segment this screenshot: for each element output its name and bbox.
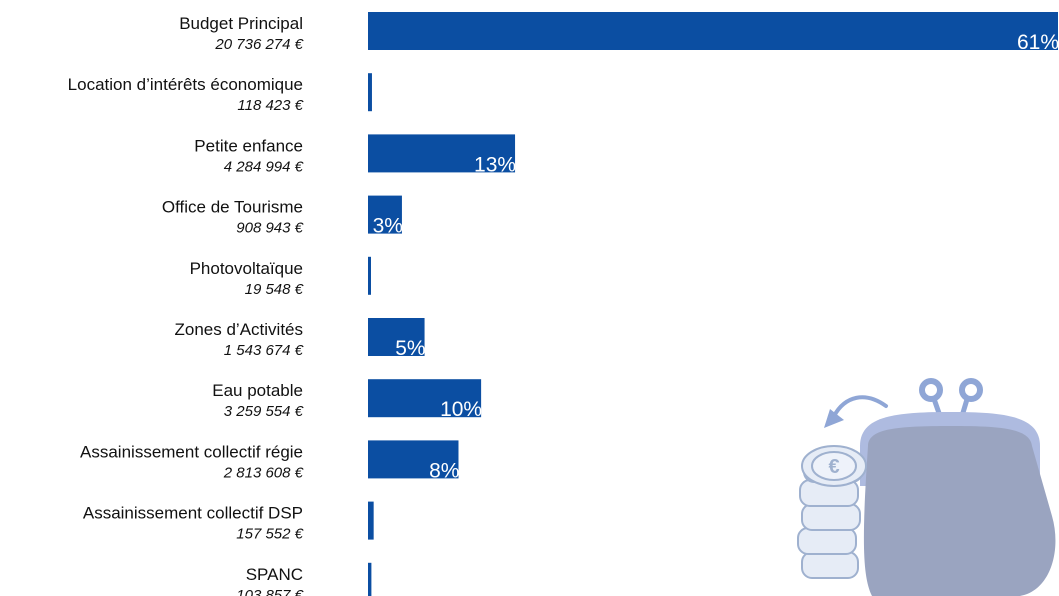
bar	[368, 73, 372, 112]
purse-body	[863, 426, 1056, 596]
data-label: 8%	[429, 459, 459, 482]
category-label: Photovoltaïque	[190, 259, 303, 278]
category-amount: 4 284 994 €	[224, 158, 304, 175]
category-label: Assainissement collectif DSP	[83, 504, 303, 523]
bars	[368, 12, 1058, 596]
category-label: Petite enfance	[194, 136, 303, 155]
category-label: Office de Tourisme	[162, 198, 303, 217]
category-amount: 118 423 €	[237, 97, 303, 114]
category-label: SPANC	[246, 565, 303, 584]
category-amount: 20 736 274 €	[214, 36, 303, 53]
category-amount: 908 943 €	[236, 220, 303, 237]
bar	[368, 134, 516, 173]
category-amount: 2 813 608 €	[223, 464, 304, 481]
coin-purse-icon: €	[797, 378, 1056, 596]
bar	[368, 562, 372, 596]
category-labels: Budget Principal 20 736 274 € Location d’i…	[68, 14, 304, 596]
coin-stack-icon	[797, 445, 867, 579]
arrow-head-icon	[824, 409, 844, 428]
category-label: Zones d’Activités	[175, 320, 304, 339]
bar	[368, 195, 402, 234]
data-label: 61%	[1017, 31, 1059, 54]
category-amount: 1 543 674 €	[224, 342, 304, 359]
category-amount: 157 552 €	[236, 526, 303, 543]
data-label: 10%	[440, 398, 482, 421]
category-amount: 19 548 €	[245, 281, 304, 298]
category-label: Eau potable	[212, 381, 303, 400]
data-labels: 61% 13% 3% 5% 10% 8%	[373, 31, 1059, 482]
bar	[368, 440, 459, 479]
category-amount: 103 857 €	[236, 587, 303, 596]
curved-arrow-icon	[832, 395, 888, 418]
category-label: Budget Principal	[179, 14, 303, 33]
category-label: Assainissement collectif régie	[80, 442, 303, 461]
bar	[368, 379, 482, 418]
category-label: Location d’intérêts économique	[68, 75, 303, 94]
data-label: 13%	[474, 153, 516, 176]
bar	[368, 318, 425, 356]
data-label: 5%	[395, 337, 425, 360]
euro-symbol: €	[828, 456, 839, 478]
bar	[368, 12, 1058, 50]
bar	[368, 256, 371, 295]
category-amount: 3 259 554 €	[224, 403, 304, 420]
data-label: 3%	[373, 215, 403, 238]
bar	[368, 501, 374, 540]
